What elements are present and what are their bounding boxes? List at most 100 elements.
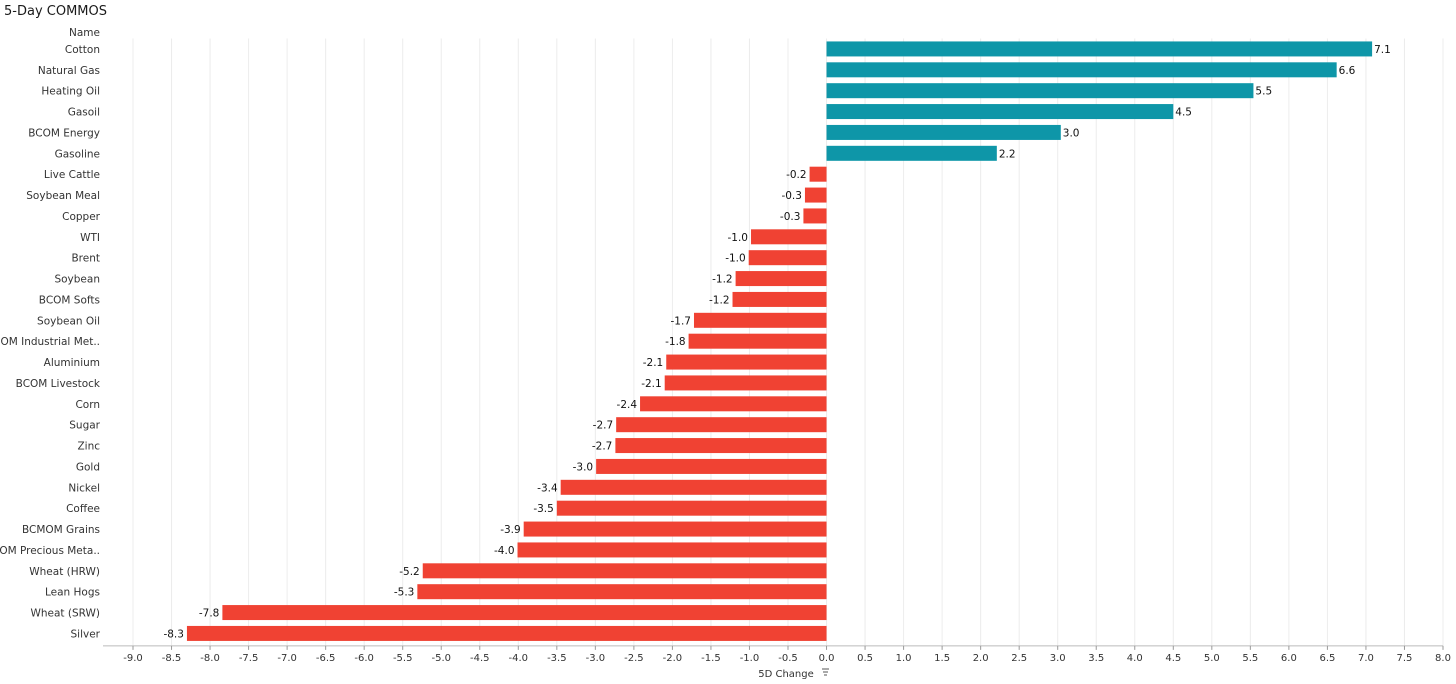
value-label: 4.5: [1175, 107, 1192, 119]
bar[interactable]: [556, 500, 827, 516]
bar[interactable]: [688, 333, 827, 349]
category-label: Gold: [76, 461, 100, 473]
bar[interactable]: [826, 124, 1061, 140]
value-label: -2.4: [617, 399, 638, 411]
category-label: Live Cattle: [44, 169, 100, 181]
bar[interactable]: [222, 605, 827, 621]
category-label: Natural Gas: [38, 65, 100, 77]
bar[interactable]: [804, 187, 827, 203]
bar[interactable]: [664, 375, 827, 391]
category-label: Copper: [62, 211, 101, 223]
category-label: BCOM Industrial Met..: [0, 336, 100, 348]
category-label: Heating Oil: [41, 86, 100, 98]
value-label: -0.2: [786, 169, 807, 181]
sort-icon[interactable]: [822, 668, 829, 676]
bar[interactable]: [616, 417, 827, 433]
x-tick-label: -8.0: [200, 653, 220, 664]
category-label: Soybean Meal: [26, 190, 100, 202]
value-label: -7.8: [199, 608, 220, 620]
x-tick-label: -2.5: [624, 653, 644, 664]
x-tick-labels: -9.0 -8.5 -8.0 -7.5 -7.0 -6.5 -6.0 -5.5 -5.0 -4.5…: [123, 645, 1451, 664]
x-tick-label: -1.0: [740, 653, 760, 664]
value-label: 5.5: [1255, 86, 1272, 98]
value-label: -1.0: [728, 232, 749, 244]
x-tick-label: -9.0: [123, 653, 143, 664]
value-label: 2.2: [999, 148, 1016, 160]
bar[interactable]: [640, 396, 827, 412]
category-label: Corn: [75, 399, 100, 411]
category-label: Gasoline: [55, 148, 100, 160]
x-tick-label: 0.5: [857, 653, 873, 664]
bar[interactable]: [596, 458, 827, 474]
category-labels: Cotton Natural Gas Heating Oil Gasoil BCOM E…: [0, 44, 101, 641]
category-label: Zinc: [77, 441, 100, 453]
value-label: -5.3: [394, 587, 415, 599]
x-tick-label: 2.5: [1011, 653, 1027, 664]
bar[interactable]: [826, 145, 997, 161]
x-tick-label: 1.0: [896, 653, 912, 664]
value-label: 7.1: [1374, 44, 1391, 56]
x-tick-label: -7.0: [277, 653, 297, 664]
value-label: -2.1: [643, 357, 664, 369]
bars: [186, 41, 1373, 641]
bar[interactable]: [560, 479, 827, 495]
bar[interactable]: [517, 542, 827, 558]
bar[interactable]: [826, 83, 1254, 99]
category-label: Coffee: [66, 503, 100, 515]
value-label: -2.1: [641, 378, 662, 390]
bar[interactable]: [417, 584, 827, 600]
x-tick-label: 3.5: [1088, 653, 1104, 664]
bar[interactable]: [826, 41, 1373, 57]
bar[interactable]: [826, 62, 1337, 78]
category-label: BCOM Precious Meta..: [0, 545, 100, 557]
value-labels: 7.1 6.6 5.5 4.5 3.0 2.2 -0.2 -0.3 -0.3 -1.0 -1.0 -1…: [163, 44, 1390, 641]
category-label: Cotton: [65, 44, 100, 56]
value-label: -2.7: [592, 441, 613, 453]
x-tick-label: 1.5: [934, 653, 950, 664]
bar[interactable]: [693, 312, 827, 328]
x-tick-label: 6.0: [1281, 653, 1297, 664]
bar[interactable]: [666, 354, 827, 370]
bar[interactable]: [826, 104, 1174, 120]
value-label: 3.0: [1063, 127, 1080, 139]
value-label: -2.7: [593, 420, 614, 432]
category-label: Brent: [71, 253, 100, 265]
x-tick-label: -4.5: [470, 653, 490, 664]
x-tick-label: 8.0: [1435, 653, 1451, 664]
x-tick-label: -7.5: [239, 653, 259, 664]
value-label: -1.2: [712, 274, 733, 286]
bar[interactable]: [523, 521, 827, 537]
bar[interactable]: [735, 271, 827, 287]
x-tick-label: -1.5: [701, 653, 721, 664]
x-tick-label: -2.0: [663, 653, 683, 664]
x-tick-label: 5.5: [1242, 653, 1258, 664]
bar[interactable]: [751, 229, 827, 245]
x-tick-label: 4.5: [1165, 653, 1181, 664]
bar[interactable]: [732, 291, 827, 307]
x-tick-label: 6.5: [1319, 653, 1335, 664]
value-label: -3.5: [533, 503, 554, 515]
value-label: -3.0: [573, 461, 594, 473]
x-tick-label: -6.0: [354, 653, 374, 664]
value-label: 6.6: [1339, 65, 1356, 77]
x-tick-label: 2.0: [973, 653, 989, 664]
category-label: BCMOM Grains: [22, 524, 100, 536]
x-tick-label: -5.5: [393, 653, 413, 664]
x-tick-label: -5.0: [431, 653, 451, 664]
x-tick-label: -3.0: [586, 653, 606, 664]
bar[interactable]: [748, 250, 827, 266]
category-label: Silver: [71, 628, 101, 640]
value-label: -3.4: [537, 482, 558, 494]
x-tick-label: -4.0: [509, 653, 529, 664]
bar[interactable]: [809, 166, 827, 182]
category-label: BCOM Energy: [28, 127, 100, 139]
bar[interactable]: [186, 625, 827, 641]
bar[interactable]: [422, 563, 827, 579]
x-tick-label: -6.5: [316, 653, 336, 664]
value-label: -1.0: [725, 253, 746, 265]
bar[interactable]: [803, 208, 827, 224]
bar[interactable]: [615, 438, 827, 454]
chart-title: 5-Day COMMOS: [4, 4, 107, 19]
x-tick-label: -0.5: [778, 653, 798, 664]
